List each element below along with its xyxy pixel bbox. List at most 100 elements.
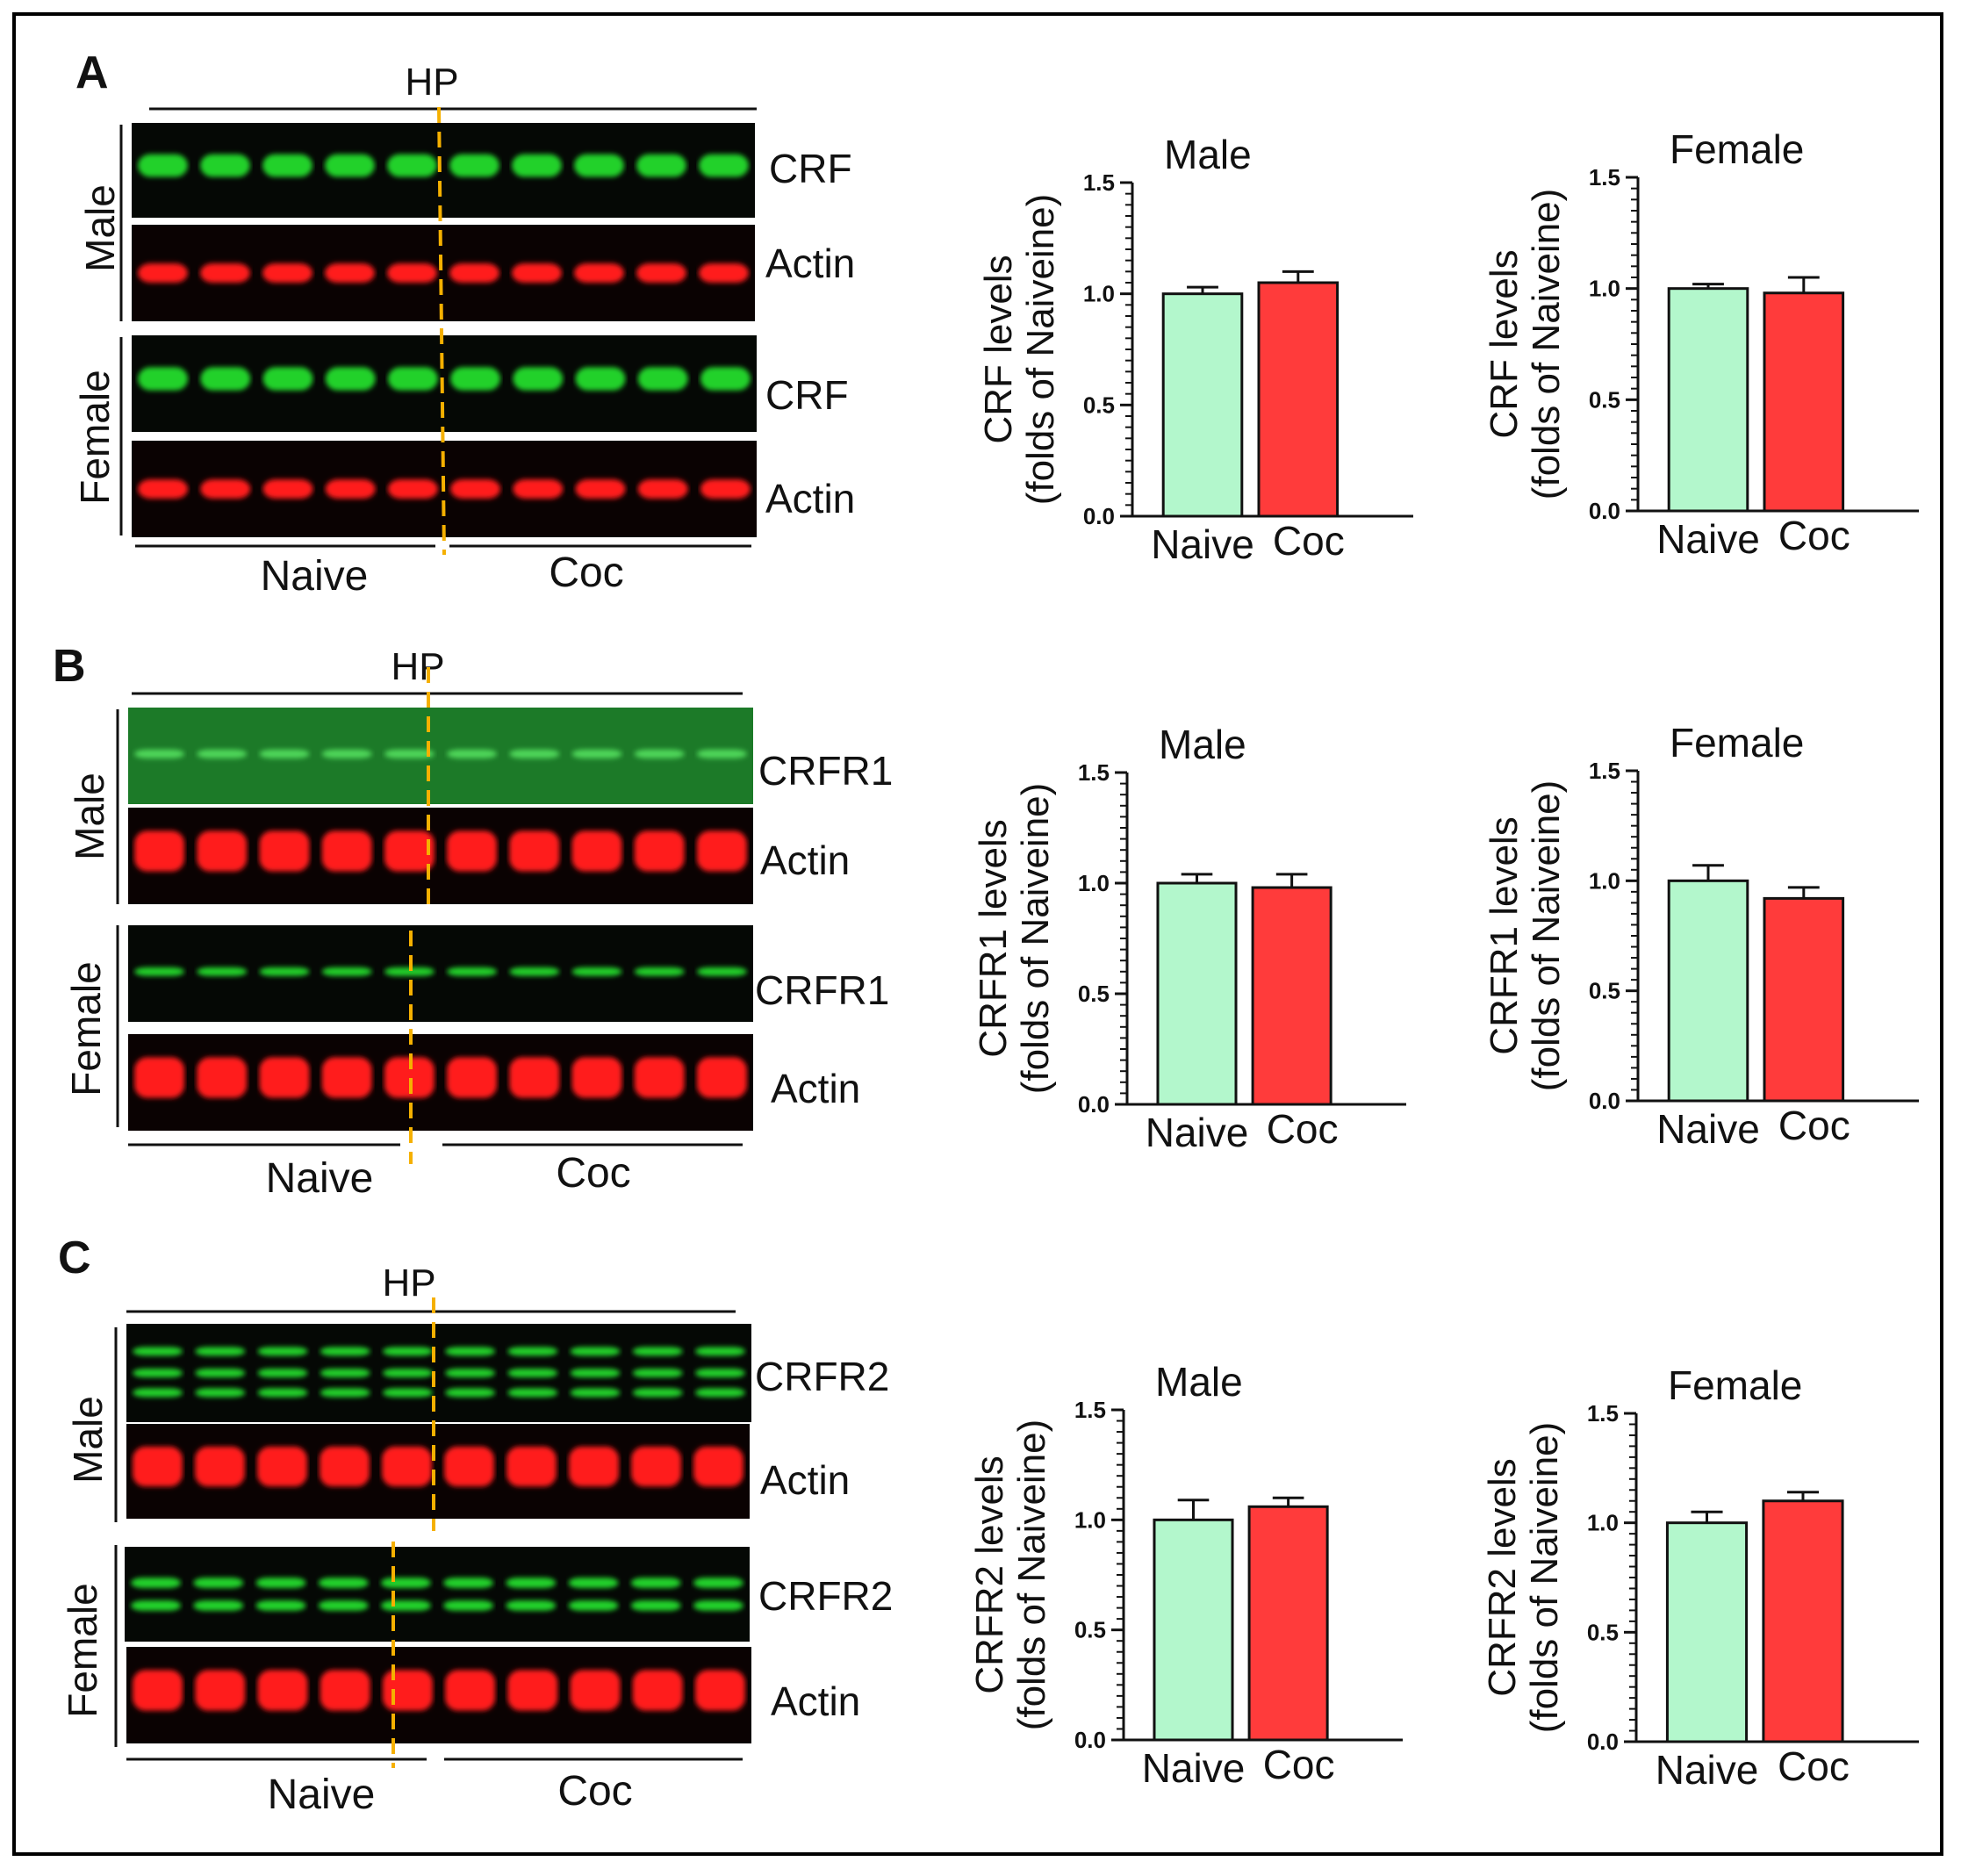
blot-band	[447, 749, 498, 758]
blot-band	[447, 967, 498, 976]
blot-band	[694, 1388, 745, 1398]
blot-background	[125, 1547, 750, 1642]
blot-band	[632, 1388, 683, 1398]
blot-band	[195, 1670, 246, 1711]
blot-band	[133, 1347, 183, 1356]
y-axis-label-line1: CRFR1 levels	[972, 819, 1015, 1057]
blot-band	[257, 1388, 308, 1398]
bar-naive	[1667, 879, 1749, 1103]
blot-band	[318, 1578, 369, 1588]
blot-label-actin-female: Actin	[765, 476, 855, 521]
blot-band	[197, 830, 248, 872]
blot-band	[200, 154, 250, 177]
x-category-label: Coc	[1778, 513, 1850, 558]
blot-band	[632, 1347, 683, 1356]
figure-frame	[12, 12, 1943, 1856]
blot-band	[387, 479, 438, 499]
x-category-label: Coc	[1778, 1743, 1850, 1789]
sex-label-female: Female	[60, 1583, 105, 1717]
blot-female-protein	[128, 925, 753, 1022]
blot-band	[444, 1446, 494, 1487]
blot-band	[636, 263, 686, 283]
blot-band	[321, 749, 372, 758]
blot-band	[384, 1057, 435, 1098]
blot-band	[513, 367, 564, 391]
y-tick-label: 1.0	[1589, 276, 1620, 302]
blot-band	[637, 367, 688, 391]
blot-band	[380, 1600, 431, 1611]
blot-band	[509, 967, 560, 976]
y-tick-label: 1.5	[1078, 759, 1110, 786]
tissue-label: HP	[382, 1261, 435, 1305]
blot-band	[259, 1057, 310, 1098]
blot-label-protein-male: CRFR2	[755, 1354, 889, 1399]
blot-band	[574, 154, 624, 177]
y-axis-label-line1: CRFR2 levels	[968, 1456, 1011, 1693]
blot-band	[131, 1578, 182, 1588]
y-tick-label: 1.5	[1589, 758, 1620, 784]
blot-band	[700, 479, 751, 499]
group-label-naive: Naive	[266, 1155, 374, 1202]
x-category-label: Coc	[1778, 1103, 1850, 1148]
panel-b: B HP Male Female CRFR1 Actin CRFR1 Actin…	[53, 641, 1919, 1202]
blot-label-protein-female: CRFR1	[755, 967, 889, 1013]
blot-band	[699, 263, 749, 283]
blot-band	[382, 1368, 433, 1378]
blot-band	[634, 749, 685, 758]
blot-band	[630, 1578, 681, 1588]
x-category-label: Naive	[1146, 1110, 1249, 1155]
bar-naive	[1153, 1518, 1234, 1742]
blot-band	[320, 1388, 370, 1398]
blot-band	[443, 1600, 494, 1611]
y-tick-label: 0.5	[1587, 1619, 1619, 1645]
blot-band	[257, 1368, 308, 1378]
x-category-label: Coc	[1273, 518, 1345, 564]
blot-band	[138, 479, 189, 499]
y-tick-label: 0.5	[1083, 392, 1115, 418]
blot-band	[570, 1347, 621, 1356]
blot-band	[636, 154, 686, 177]
blot-band	[262, 367, 313, 391]
blot-band	[574, 263, 624, 283]
blot-band	[325, 154, 375, 177]
blot-band	[193, 1600, 244, 1611]
blot-band	[138, 367, 189, 391]
blot-band	[134, 749, 185, 758]
blot-band	[318, 1600, 369, 1611]
blot-section-b: HP Male Female CRFR1 Actin CRFR1 Actin N…	[63, 645, 893, 1202]
blot-band	[197, 967, 248, 976]
blot-band	[320, 1670, 370, 1711]
blot-band	[380, 1578, 431, 1588]
blot-label-actin-male: Actin	[765, 241, 855, 286]
bar-coc	[1763, 291, 1845, 513]
x-category-label: Coc	[1263, 1742, 1335, 1787]
blot-band	[262, 263, 312, 283]
blot-band	[193, 1578, 244, 1588]
blot-band	[320, 1446, 370, 1487]
blot-band	[634, 1057, 685, 1098]
blot-band	[257, 1446, 307, 1487]
blot-band	[259, 830, 310, 872]
y-tick-label: 0.0	[1078, 1091, 1110, 1118]
chart-title: Male	[1155, 1359, 1243, 1405]
blot-band	[696, 830, 747, 872]
tissue-label: HP	[405, 61, 458, 104]
blot-band	[445, 1368, 496, 1378]
blot-band	[696, 1057, 747, 1098]
bar-coc	[1251, 886, 1332, 1106]
blot-male-protein	[126, 1324, 751, 1422]
y-tick-label: 1.5	[1074, 1397, 1106, 1423]
blot-band	[200, 367, 251, 391]
blot-band	[384, 830, 435, 872]
blot-band	[133, 1388, 183, 1398]
blot-band	[575, 367, 626, 391]
blot-band	[262, 154, 312, 177]
y-tick-label: 0.0	[1589, 498, 1620, 524]
x-category-label: Naive	[1656, 1747, 1759, 1793]
y-tick-label: 1.0	[1078, 870, 1110, 896]
group-label-coc: Coc	[556, 1150, 630, 1197]
blot-band	[257, 1347, 308, 1356]
blot-band	[568, 1578, 619, 1588]
sex-label-male: Male	[65, 1396, 111, 1484]
blot-label-actin-male: Actin	[760, 1457, 850, 1503]
